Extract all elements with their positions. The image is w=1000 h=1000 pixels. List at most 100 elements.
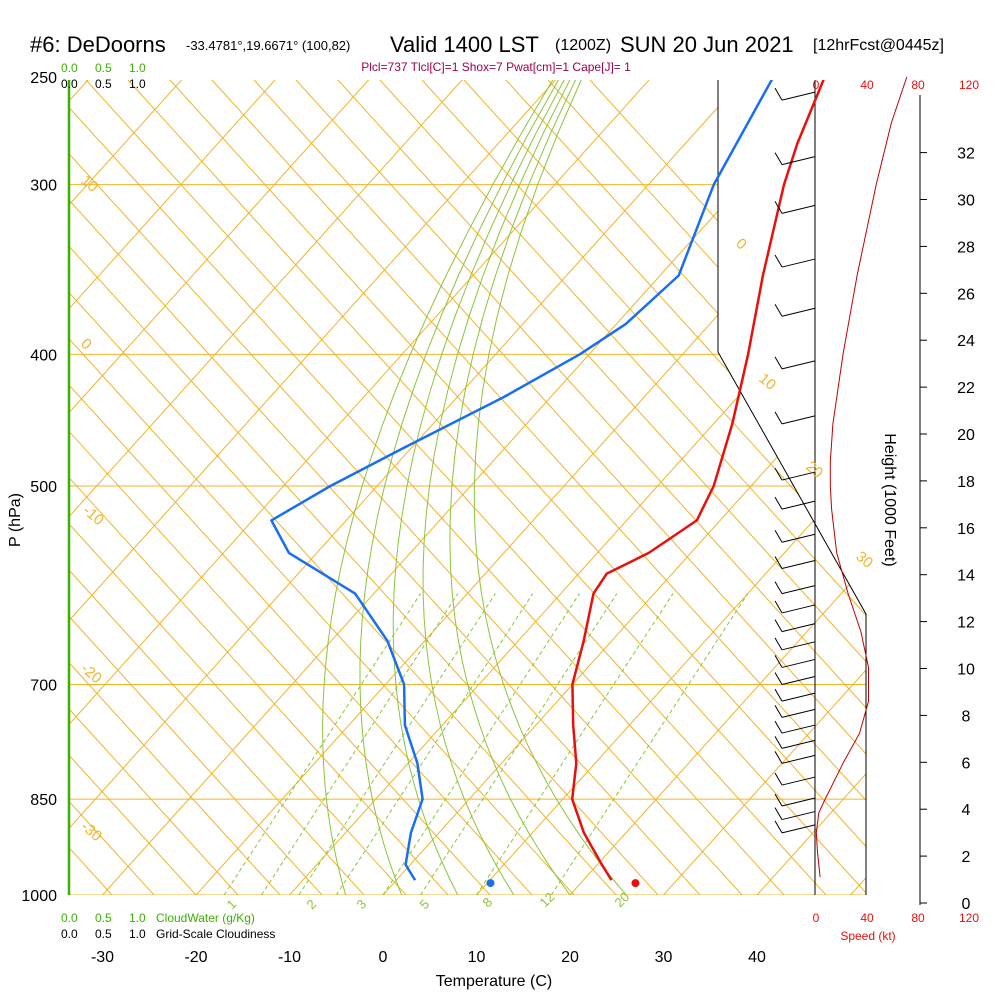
mixing-ratio-label: 20 [612,889,633,910]
cloud-scale-top: 0.0 0.5 1.0 0.0 0.5 1.0 [61,61,146,91]
wind-barb [781,604,816,614]
cloud-bottom-black-2: 1.0 [129,927,146,941]
wind-barb [781,797,816,807]
wind-barb-flag [774,751,783,764]
wind-barb-flag [774,581,783,594]
mixing-ratio-line [298,593,496,895]
speed-bottom-40: 40 [860,911,874,925]
adiabat-line [70,80,533,895]
speed-scale: 0 40 80 120 0 40 80 120 Speed (kt) [813,78,980,943]
isotherm-line [102,80,840,895]
moist-adiabat-line [359,80,561,895]
adiabat-line [70,80,491,895]
mixing-ratio-label: 5 [417,896,433,912]
cloud-top-black-0: 0.0 [61,77,78,91]
mixing-ratio-line [335,593,534,895]
wind-barb-flag [774,529,783,543]
wind-barb [781,658,816,668]
adiabat-line [70,80,743,895]
mixing-ratio-line [419,593,618,895]
adiabat-line [85,80,827,895]
wind-barb [781,585,816,595]
adiabat-line [70,80,785,895]
speed-top-120: 120 [959,78,979,92]
wind-barb [781,754,816,764]
height-tick-label: 4 [962,802,971,819]
cloud-bottom-black-0: 0.0 [61,927,78,941]
adiabat-line [295,80,866,895]
wind-barb-flag [774,772,783,786]
mixing-ratio-line [476,593,674,895]
adiabat-line [127,80,866,895]
wind-barb-flag [774,619,783,632]
temperature-tick-label: 10 [468,949,486,966]
wind-barb-flag [774,556,783,569]
mixing-ratio-label: 12 [537,889,558,910]
height-tick-label: 6 [962,755,971,772]
adiabat-line [70,80,323,895]
pressure-tick-label: 250 [30,70,57,87]
zulu-time: (1200Z) [555,37,611,54]
cloud-top-green-0: 0.0 [61,61,78,75]
mixing-ratio-label: 2 [304,896,320,912]
temperature-tick-label: 20 [561,949,579,966]
adiabat-line [70,80,281,895]
height-tick-label: 22 [957,380,975,397]
adiabat-line [70,80,197,895]
pressure-tick-label: 700 [30,678,57,695]
wind-barb-flag [774,87,783,101]
wind-barb [781,204,816,214]
wind-barb [781,641,816,651]
cloud-top-black-1: 0.5 [95,77,112,91]
isotherm-line [569,80,866,895]
wind-barb-flag [774,496,783,510]
isotherm-line [382,80,866,895]
adiabat-line [70,80,701,895]
isotherm-line [70,80,279,895]
wind-barb [781,360,816,370]
height-tick-label: 28 [957,239,975,256]
speed-top-80: 80 [911,78,925,92]
wind-barb [781,559,816,569]
wind-barb-flag [774,793,783,807]
adiabat-line [0,80,28,895]
wind-barb [781,708,816,718]
adiabat-line [547,80,866,895]
isotherm-label: 0 [732,235,749,253]
wind-barb [781,824,816,834]
background-lines [0,80,866,895]
temperature-tick-label: -30 [91,949,114,966]
wind-barb-flag [774,201,783,214]
isotherm-label: -30 [77,818,105,845]
height-tick-label: 26 [957,286,975,303]
speed-bottom-120: 120 [959,911,979,925]
wind-barb [781,623,816,633]
moist-adiabat-line [322,80,555,895]
adiabat-line [379,80,866,895]
adiabat-line [337,80,866,895]
isotherm-label: 10 [755,370,779,394]
wind-barb [781,724,816,734]
adiabat-line [169,80,866,895]
valid-date: SUN 20 Jun 2021 [620,32,794,57]
adiabat-line [70,80,617,895]
temperature-tick-label: 40 [748,949,766,966]
adiabat-line [70,80,575,895]
adiabat-line [421,80,866,895]
adiabat-line [253,80,866,895]
adiabat-line [70,80,407,895]
pressure-tick-label: 400 [30,347,57,364]
adiabat-line [70,80,155,895]
cloud-top-green-2: 1.0 [129,61,146,75]
temperature-tick-label: -10 [278,949,301,966]
speed-top-40: 40 [860,78,874,92]
mixing-ratio-line [382,593,580,895]
mixing-ratio-label: 1 [224,896,240,912]
diagram-edge [717,80,867,895]
cloudiness-label: Grid-Scale Cloudiness [156,927,275,941]
wind-barb-flag [774,356,783,370]
wind-barb-flag [774,411,783,425]
isotherm-line [70,80,746,895]
station-name: #6: DeDoorns [30,32,166,57]
